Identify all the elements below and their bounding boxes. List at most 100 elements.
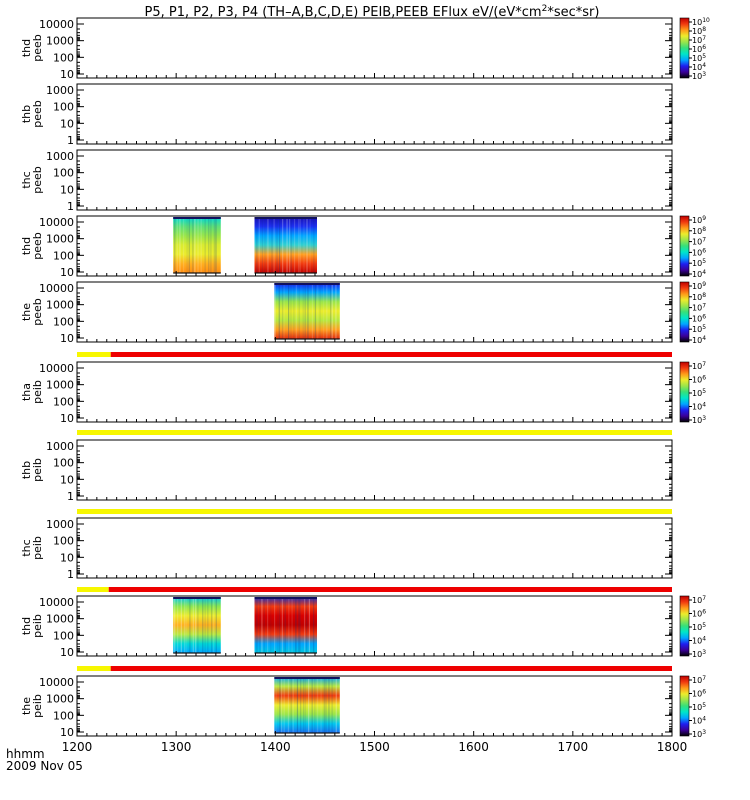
- colorbar-label-base: 10: [692, 314, 702, 323]
- y-tick-label: 1000: [46, 233, 74, 246]
- spectrogram-stripe: [322, 283, 325, 339]
- x-axis: 1200 1300 1400 1500 1600 1700 1800: [62, 740, 688, 754]
- spectrogram-stripe: [180, 597, 182, 653]
- colorbar-label-base: 10: [692, 403, 702, 412]
- colorbar-label-base: 10: [692, 45, 702, 54]
- y-tick-label: 1000: [46, 693, 74, 706]
- spectrogram-bottom-edge: [173, 272, 221, 274]
- spectrogram-block: [274, 677, 340, 733]
- spectrogram-stripe: [278, 217, 281, 273]
- panel-label-probe: the: [20, 697, 33, 715]
- spectrogram-block: [173, 597, 221, 653]
- spectrogram-stripe: [288, 597, 290, 653]
- colorbar-label: 107: [692, 237, 706, 247]
- spectrogram-stripe: [188, 217, 190, 273]
- colorbar-label-base: 10: [692, 54, 702, 63]
- colorbar-label-exponent: 7: [702, 237, 706, 244]
- spectrogram-stripe: [267, 217, 269, 273]
- spectrogram-stripe: [186, 597, 188, 653]
- spectrogram-stripe: [263, 597, 265, 653]
- spectrogram-stripe: [330, 283, 332, 339]
- spectrogram-stripe: [296, 677, 299, 733]
- y-tick-label: 100: [53, 167, 74, 180]
- colorbar-label-exponent: 4: [702, 636, 706, 643]
- y-tick-label: 100: [53, 315, 74, 328]
- colorbar-label-exponent: 3: [702, 71, 706, 78]
- colorbar-label-exponent: 8: [702, 26, 706, 33]
- spectrogram-stripe: [295, 283, 298, 339]
- colorbar-label-base: 10: [692, 216, 702, 225]
- spectrogram-stripe: [174, 217, 176, 273]
- colorbar-label-exponent: 6: [702, 609, 706, 616]
- colorbar-label: 109: [692, 281, 706, 291]
- colorbar-label: 105: [692, 702, 706, 712]
- panel-label-instrument: peib: [31, 380, 44, 404]
- colorbar-label-base: 10: [692, 18, 702, 27]
- spectrogram-stripe: [304, 677, 307, 733]
- x-tick-label: 1800: [657, 740, 688, 754]
- spectrogram-stripe: [215, 217, 217, 273]
- spectrogram-stripe: [186, 217, 188, 273]
- colorbar-label-base: 10: [692, 282, 702, 291]
- colorbar-label-exponent: 6: [702, 44, 706, 51]
- colorbar-label-base: 10: [692, 72, 702, 81]
- colorbar-label-exponent: 7: [702, 361, 706, 368]
- y-tick-label: 10000: [39, 676, 74, 689]
- spectrogram-stripe: [279, 677, 281, 733]
- colorbar-label-base: 10: [692, 650, 702, 659]
- spectrogram-stripe: [183, 217, 185, 273]
- spectrogram-stripe: [177, 597, 179, 653]
- spectrogram-stripe: [212, 597, 215, 653]
- spectrogram-stripe: [290, 217, 292, 273]
- colorbar-label: 104: [692, 62, 706, 72]
- spectrogram-stripe: [282, 217, 284, 273]
- colorbar-label: 106: [692, 247, 706, 257]
- panel-frame: [76, 215, 673, 277]
- colorbar-label-base: 10: [692, 36, 702, 45]
- colorbar-label: 105: [692, 258, 706, 268]
- panel-frame: [76, 17, 673, 79]
- colorbar-label-exponent: 6: [702, 689, 706, 696]
- y-tick-label: 1000: [46, 84, 74, 97]
- spectrogram-stripe: [317, 283, 319, 339]
- panel-label-probe: thd: [20, 39, 33, 57]
- spectrogram-stripe: [283, 677, 285, 733]
- colorbar-label-exponent: 6: [702, 247, 706, 254]
- spectrogram-top-edge: [173, 217, 221, 219]
- spectrogram-stripe: [303, 677, 305, 733]
- spectrogram-stripe: [335, 283, 337, 339]
- spectrogram-stripe: [202, 597, 204, 653]
- colorbar-label-exponent: 5: [702, 258, 706, 265]
- chart-title-sup: 2: [542, 4, 548, 14]
- spectrogram-stripe: [195, 597, 197, 653]
- spectrogram-top-edge: [254, 217, 317, 219]
- colorbar-label: 104: [692, 335, 706, 345]
- panel-frame: [76, 517, 673, 579]
- panel-label-probe: thb: [20, 461, 33, 479]
- colorbar-label-base: 10: [692, 27, 702, 36]
- spectrogram-stripe: [192, 597, 194, 653]
- colorbar: [679, 595, 690, 657]
- spectrogram-stripe: [208, 217, 210, 273]
- colorbar-label: 108: [692, 226, 706, 236]
- spectrogram-stripe: [335, 677, 337, 733]
- spectrogram-stripe: [306, 217, 308, 273]
- y-tick-label: 100: [53, 51, 74, 64]
- panel-frame: [76, 149, 673, 211]
- colorbar-label-exponent: 3: [702, 729, 706, 736]
- spectrogram-stripe: [319, 283, 321, 339]
- spectrogram-stripe: [179, 217, 181, 273]
- spectrogram-stripe: [210, 217, 212, 273]
- spectrogram-stripe: [200, 217, 202, 273]
- spectrogram-stripe: [293, 283, 295, 339]
- colorbar-label-base: 10: [692, 389, 702, 398]
- spectrogram-stripe: [308, 677, 310, 733]
- x-tick-label: 1200: [62, 740, 93, 754]
- colorbar-label-exponent: 6: [702, 375, 706, 382]
- spectrogram-stripe: [176, 217, 178, 273]
- y-tick-label: 100: [53, 101, 74, 114]
